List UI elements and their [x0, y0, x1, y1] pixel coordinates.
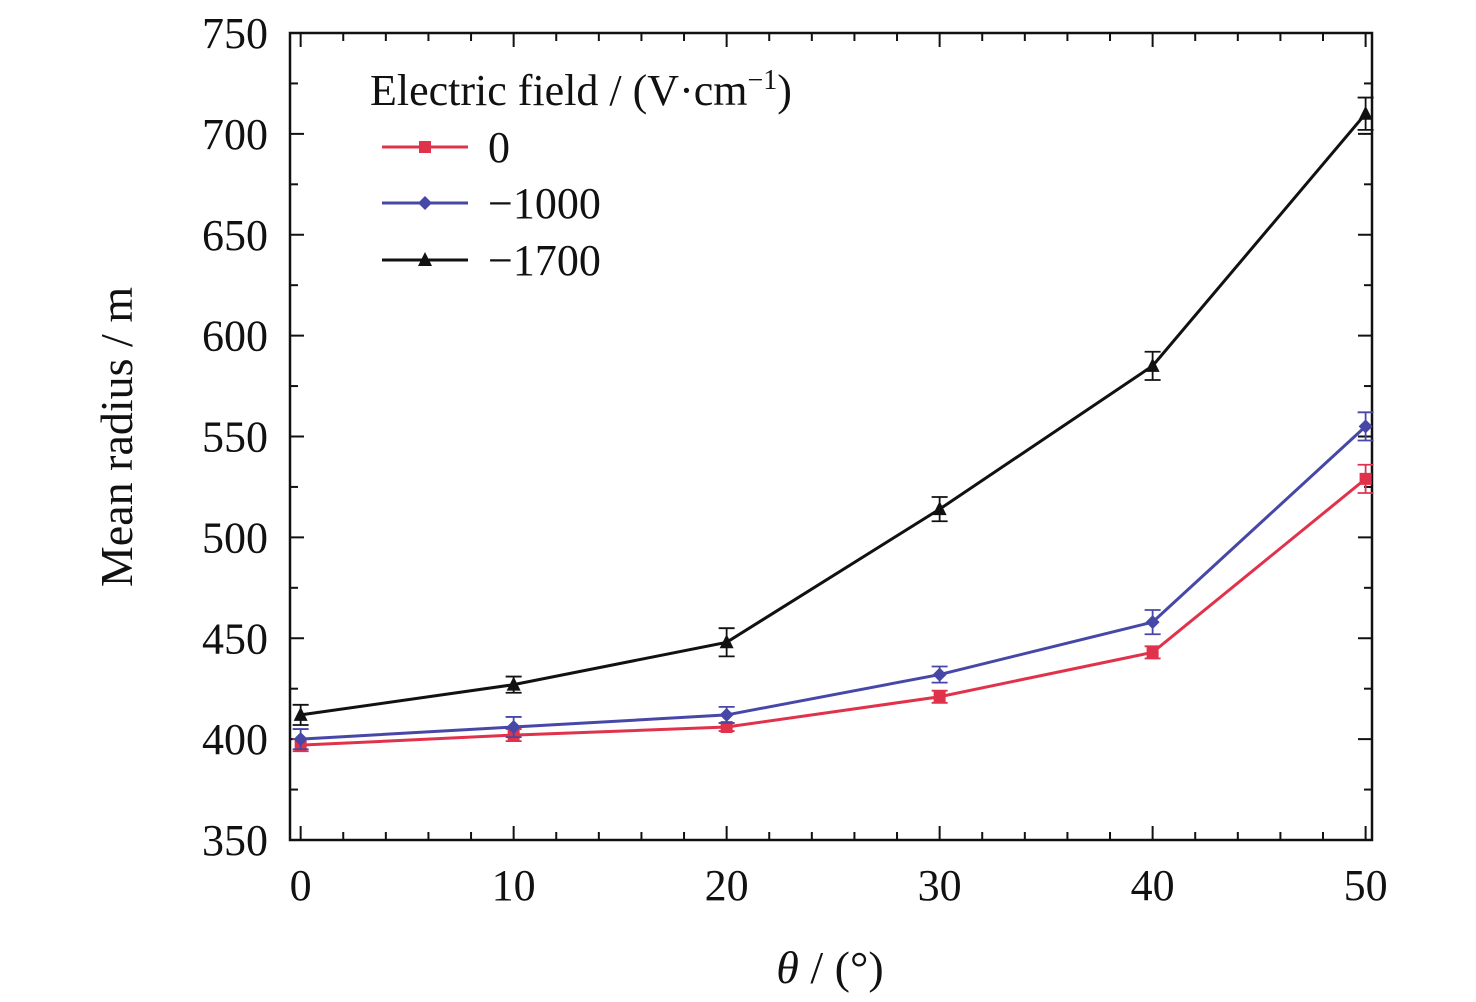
data-point	[1359, 472, 1372, 485]
x-tick-label: 20	[705, 861, 749, 910]
data-point	[932, 667, 947, 682]
data-point	[1145, 357, 1160, 372]
legend-title-sup: −1	[747, 65, 777, 96]
legend-label: −1700	[488, 236, 601, 285]
y-tick-label: 450	[202, 614, 268, 663]
data-point	[932, 501, 947, 516]
legend: Electric field / (V·cm−1) 0 −1000 −1700	[370, 65, 792, 285]
y-tick-label: 550	[202, 413, 268, 462]
legend-marker	[418, 196, 432, 210]
data-point	[720, 721, 733, 734]
series-line	[300, 425, 1367, 741]
y-tick-label: 750	[202, 9, 268, 58]
legend-label: 0	[488, 123, 510, 172]
series-1	[292, 463, 1374, 753]
series-2	[292, 411, 1374, 751]
data-point	[293, 732, 308, 747]
x-tick-label: 0	[290, 861, 312, 910]
data-point	[719, 707, 734, 722]
data-point	[933, 690, 946, 703]
data-point	[1358, 419, 1373, 434]
x-tick-label: 40	[1131, 861, 1175, 910]
data-point	[1145, 615, 1160, 630]
x-tick-label: 50	[1344, 861, 1388, 910]
legend-marker	[419, 141, 431, 153]
legend-entry-1: 0	[382, 123, 510, 172]
legend-label: −1000	[488, 179, 601, 228]
data-point	[1358, 105, 1373, 120]
axes: 350 400 450 500 550 600 650 700 750 0 10 20 30 40 50	[202, 9, 1388, 910]
x-axis-symbol: θ	[776, 942, 799, 993]
series-3	[292, 96, 1374, 726]
data-point	[506, 720, 521, 735]
y-axis-label: Mean radius / m	[91, 287, 142, 587]
data-point	[719, 634, 734, 649]
legend-title-text: )	[777, 66, 792, 115]
x-axis-label: θ / (°)	[776, 942, 883, 993]
legend-marker	[418, 252, 432, 266]
plot-frame	[288, 31, 1374, 842]
y-tick-label: 650	[202, 211, 268, 260]
legend-entry-3: −1700	[382, 236, 601, 285]
x-tick-label: 10	[492, 861, 536, 910]
data-point	[293, 706, 308, 721]
y-tick-label: 700	[202, 110, 268, 159]
y-tick-label: 350	[202, 816, 268, 865]
y-tick-label: 500	[202, 513, 268, 562]
legend-title: Electric field / (V·cm−1)	[370, 65, 792, 115]
x-tick-label: 30	[918, 861, 962, 910]
data-point	[506, 676, 521, 691]
legend-entry-2: −1000	[382, 179, 601, 228]
series-line	[300, 112, 1367, 717]
series-layer	[292, 96, 1374, 753]
data-point	[1146, 646, 1159, 659]
legend-title-text: Electric field / (V·cm	[370, 66, 747, 115]
y-tick-label: 400	[202, 715, 268, 764]
y-tick-label: 600	[202, 312, 268, 361]
series-line	[300, 477, 1367, 747]
x-axis-unit: / (°)	[799, 942, 884, 993]
